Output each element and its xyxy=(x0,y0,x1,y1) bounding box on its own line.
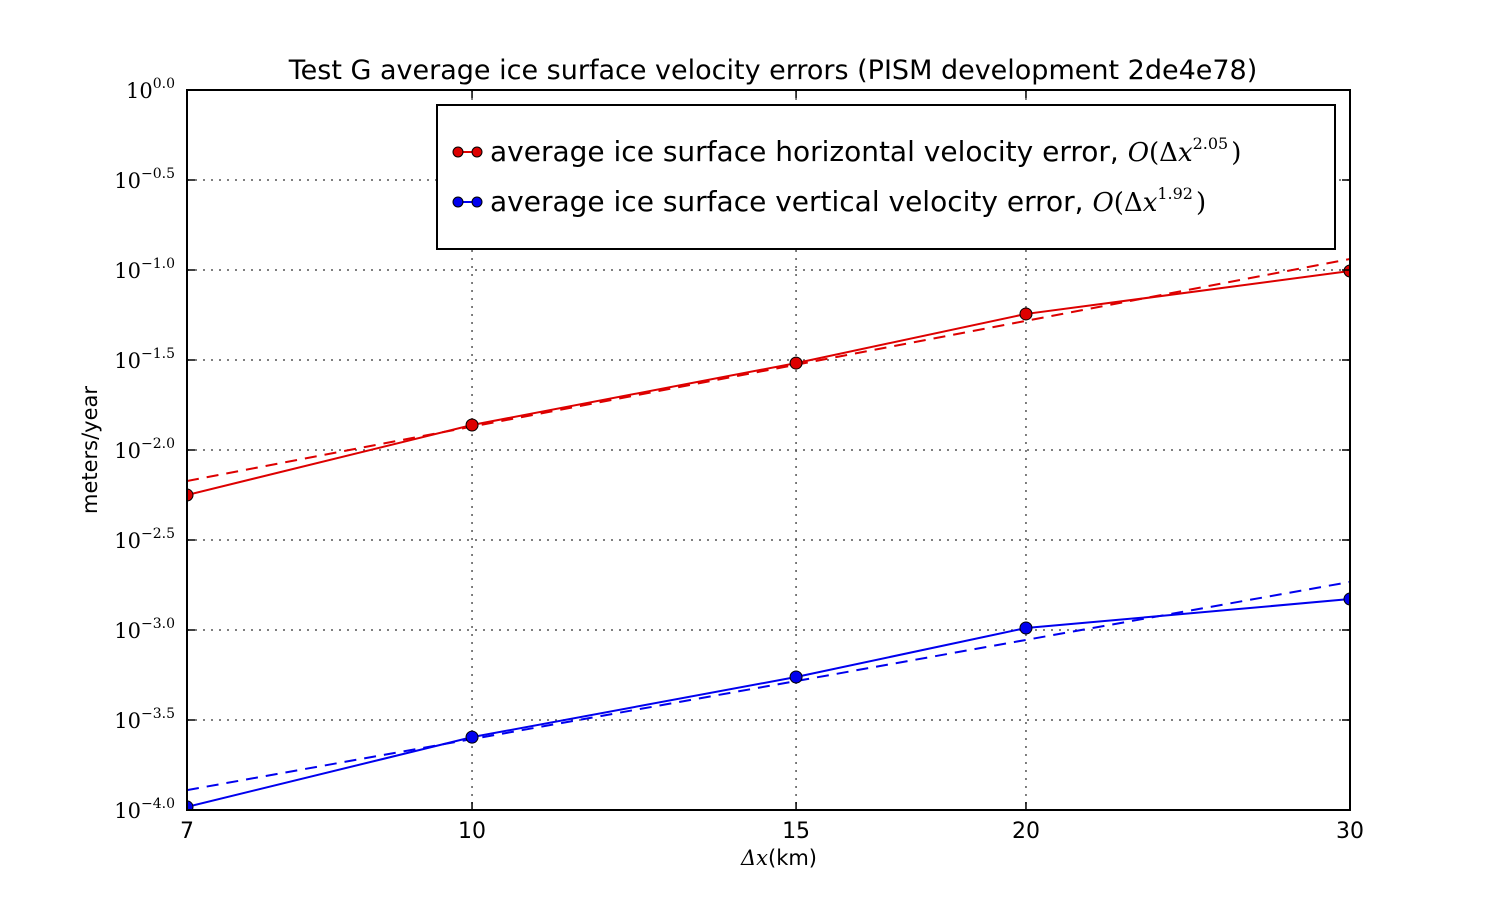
y-tick-label: 10−4.0 xyxy=(114,796,175,823)
ticks: 7 10 15 20 30100.010−0.510−1.010−1.510−2.010… xyxy=(114,76,1364,844)
y-tick-base: 10 xyxy=(114,619,141,643)
y-tick-exponent: −1.0 xyxy=(141,256,175,272)
legend: average ice surface horizontal velocity … xyxy=(436,104,1336,250)
legend-marker xyxy=(471,196,483,208)
y-tick-exponent: −1.5 xyxy=(141,346,175,362)
x-axis-label: Δx (km) xyxy=(740,846,817,870)
y-tick-label: 10−2.5 xyxy=(114,526,175,553)
order-exponent: 1.92 xyxy=(1157,184,1193,203)
legend-frame xyxy=(436,104,1336,250)
x-tick-label: 15 xyxy=(782,819,810,844)
order-exponent: 2.05 xyxy=(1193,134,1229,153)
y-tick-base: 10 xyxy=(114,529,141,553)
x-tick-label: 20 xyxy=(1012,819,1040,844)
series-vertical xyxy=(187,580,1350,810)
y-tick-exponent: −0.5 xyxy=(141,166,175,182)
data-point xyxy=(187,488,194,502)
y-tick-exponent: −4.0 xyxy=(141,796,175,812)
legend-label: average ice surface vertical velocity er… xyxy=(490,184,1206,218)
legend-text: average ice surface horizontal velocity … xyxy=(490,135,1128,168)
order-symbol: O xyxy=(1128,138,1149,168)
x-axis-label-unit: (km) xyxy=(768,846,817,870)
legend-entry: average ice surface horizontal velocity … xyxy=(452,134,1241,168)
series-horizontal xyxy=(187,258,1350,502)
legend-label: average ice surface horizontal velocity … xyxy=(490,134,1241,168)
x-tick-label: 7 xyxy=(180,819,194,844)
y-tick-base: 10 xyxy=(114,799,141,823)
x-axis-label-symbol: Δx xyxy=(740,846,768,870)
legend-marker xyxy=(471,146,483,158)
order-x: x xyxy=(1143,188,1158,218)
y-tick-base: 10 xyxy=(114,259,141,283)
legend-marker xyxy=(452,196,464,208)
legend-entry: average ice surface vertical velocity er… xyxy=(452,184,1206,218)
order-paren-close: ) xyxy=(1196,188,1206,218)
y-tick-label: 10−3.0 xyxy=(114,616,175,643)
x-tick-label: 30 xyxy=(1336,819,1364,844)
series-layer xyxy=(187,258,1350,810)
data-point xyxy=(1019,621,1033,635)
y-tick-label: 10−2.0 xyxy=(114,436,175,463)
y-tick-base: 10 xyxy=(126,79,153,103)
x-tick-label: 10 xyxy=(458,819,486,844)
data-point xyxy=(789,670,803,684)
y-tick-label: 10−3.5 xyxy=(114,706,175,733)
order-paren: (Δ xyxy=(1149,138,1178,168)
y-tick-exponent: −2.0 xyxy=(141,436,175,452)
order-paren-close: ) xyxy=(1231,138,1241,168)
data-point xyxy=(1343,264,1350,278)
y-tick-base: 10 xyxy=(114,349,141,373)
y-tick-exponent: −2.5 xyxy=(141,526,175,542)
data-point xyxy=(465,418,479,432)
data-point xyxy=(465,730,479,744)
y-tick-exponent: 0.0 xyxy=(153,76,175,92)
chart-title: Test G average ice surface velocity erro… xyxy=(288,55,1258,86)
y-tick-label: 10−1.5 xyxy=(114,346,175,373)
data-point xyxy=(1019,307,1033,321)
y-tick-base: 10 xyxy=(114,169,141,193)
y-tick-label: 10−1.0 xyxy=(114,256,175,283)
data-point xyxy=(187,800,194,810)
legend-marker xyxy=(452,146,464,158)
order-paren: (Δ xyxy=(1114,188,1143,218)
legend-text: average ice surface vertical velocity er… xyxy=(490,185,1092,218)
y-tick-base: 10 xyxy=(114,709,141,733)
y-tick-exponent: −3.0 xyxy=(141,616,175,632)
data-point xyxy=(1343,592,1350,606)
data-point xyxy=(789,356,803,370)
order-symbol: O xyxy=(1092,188,1113,218)
y-tick-label: 10−0.5 xyxy=(114,166,175,193)
y-tick-exponent: −3.5 xyxy=(141,706,175,722)
y-tick-base: 10 xyxy=(114,439,141,463)
y-tick-label: 100.0 xyxy=(126,76,175,103)
order-x: x xyxy=(1178,138,1193,168)
y-axis-label: meters/year xyxy=(78,386,102,514)
